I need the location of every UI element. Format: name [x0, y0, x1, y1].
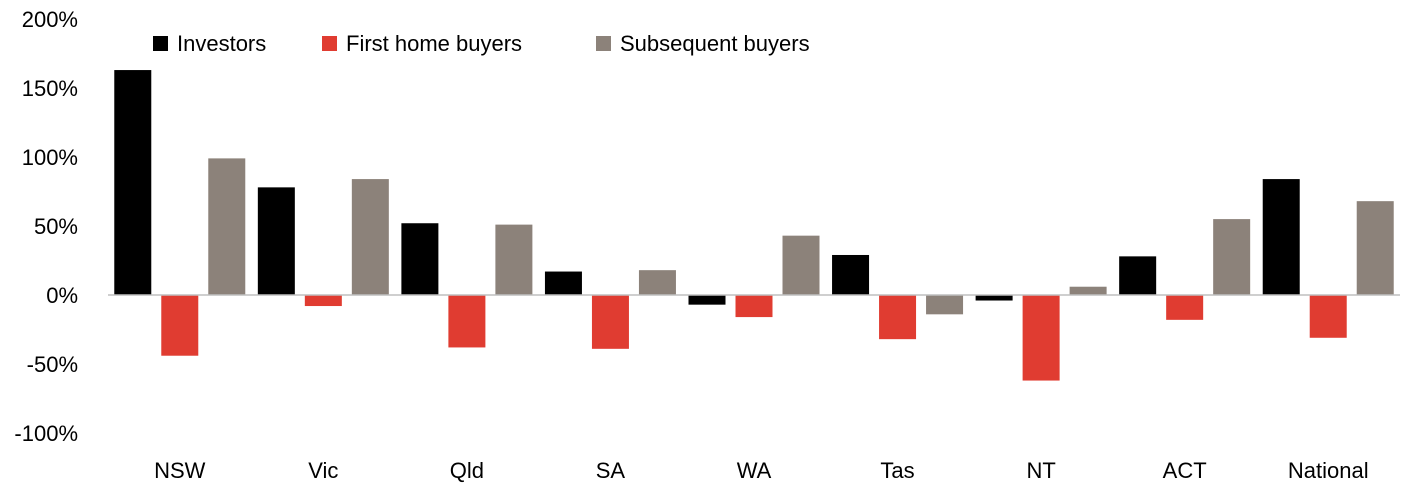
- legend-swatch: [596, 36, 611, 51]
- x-tick-label: WA: [737, 458, 772, 483]
- bar-first-home-buyers-qld: [448, 295, 486, 348]
- bar-subsequent-buyers-tas: [926, 295, 964, 315]
- bar-investors-vic: [257, 187, 295, 295]
- bar-first-home-buyers-nsw: [161, 295, 199, 356]
- y-tick-label: 200%: [22, 7, 78, 32]
- bar-investors-nsw: [114, 70, 152, 295]
- bar-first-home-buyers-nt: [1022, 295, 1060, 381]
- bar-investors-wa: [688, 295, 726, 305]
- bar-first-home-buyers-vic: [304, 295, 342, 307]
- bar-subsequent-buyers-qld: [495, 224, 533, 295]
- x-tick-label: Vic: [308, 458, 338, 483]
- legend: Investors First home buyers Subsequent buy…: [153, 31, 810, 56]
- legend-label: Investors: [177, 31, 266, 56]
- bars: [114, 70, 1394, 381]
- y-tick-label: -50%: [27, 352, 78, 377]
- bar-first-home-buyers-tas: [879, 295, 917, 340]
- x-tick-label: NT: [1026, 458, 1055, 483]
- bar-subsequent-buyers-national: [1356, 201, 1394, 295]
- bar-first-home-buyers-national: [1309, 295, 1347, 338]
- y-tick-label: 100%: [22, 145, 78, 170]
- bar-first-home-buyers-wa: [735, 295, 773, 318]
- bar-first-home-buyers-act: [1166, 295, 1204, 320]
- y-tick-label: 50%: [34, 214, 78, 239]
- legend-swatch: [153, 36, 168, 51]
- bar-investors-tas: [832, 254, 870, 295]
- y-tick-label: -100%: [14, 421, 78, 446]
- bar-subsequent-buyers-wa: [782, 235, 820, 295]
- x-tick-label: NSW: [154, 458, 206, 483]
- bar-subsequent-buyers-act: [1213, 219, 1251, 295]
- x-tick-label: SA: [596, 458, 626, 483]
- x-tick-label: Tas: [880, 458, 914, 483]
- bar-first-home-buyers-sa: [591, 295, 629, 349]
- legend-label: First home buyers: [346, 31, 522, 56]
- x-tick-label: ACT: [1163, 458, 1207, 483]
- y-axis: 200% 150% 100% 50% 0% -50% -100%: [14, 7, 78, 446]
- bar-investors-national: [1262, 179, 1300, 295]
- legend-swatch: [322, 36, 337, 51]
- y-tick-label: 0%: [46, 283, 78, 308]
- bar-subsequent-buyers-vic: [351, 179, 389, 295]
- y-tick-label: 150%: [22, 76, 78, 101]
- bar-subsequent-buyers-nsw: [208, 158, 246, 295]
- x-axis: NSW Vic Qld SA WA Tas NT ACT National: [154, 458, 1368, 483]
- bar-investors-sa: [544, 271, 582, 295]
- bar-investors-act: [1119, 256, 1157, 295]
- bar-subsequent-buyers-nt: [1069, 286, 1107, 295]
- bar-investors-nt: [975, 295, 1013, 301]
- bar-investors-qld: [401, 223, 439, 295]
- x-tick-label: Qld: [450, 458, 484, 483]
- bar-subsequent-buyers-sa: [638, 270, 676, 295]
- x-tick-label: National: [1288, 458, 1369, 483]
- legend-label: Subsequent buyers: [620, 31, 810, 56]
